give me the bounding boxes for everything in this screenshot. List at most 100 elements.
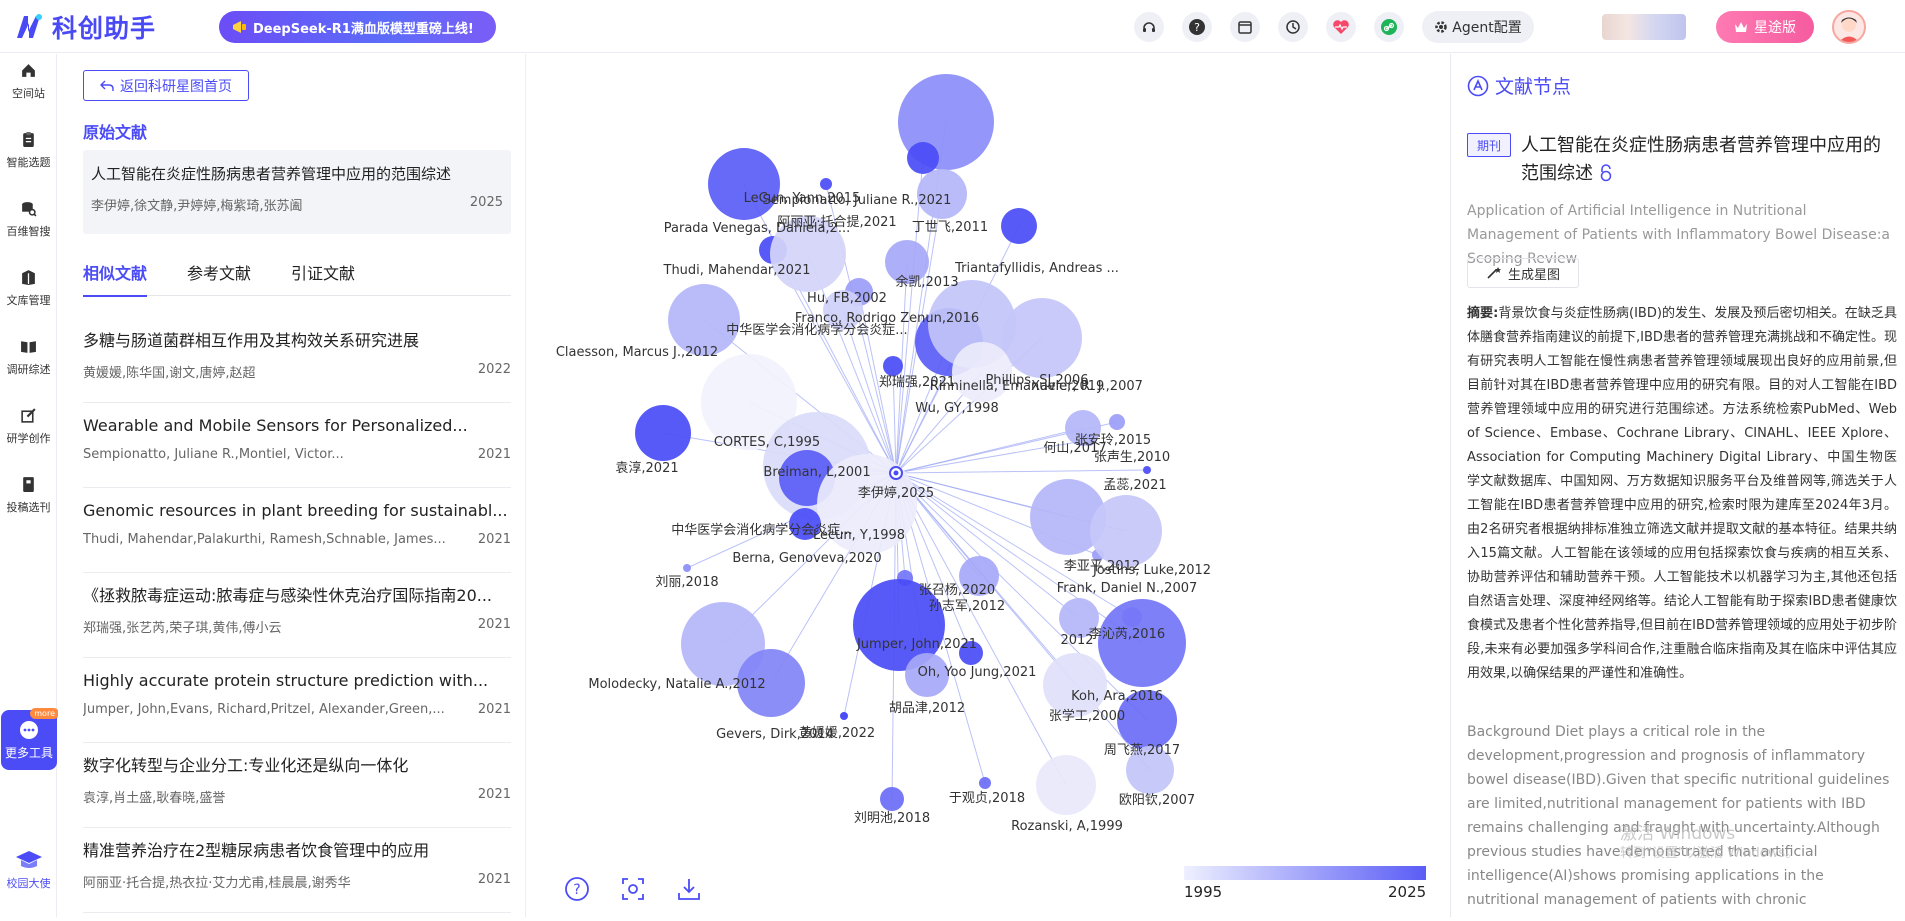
graph-node[interactable] [959,556,999,596]
list-item[interactable]: Wearable and Mobile Sensors for Personal… [83,403,511,488]
library-icon [22,270,35,285]
item-year: 2021 [477,702,511,717]
tab-citations[interactable]: 引证文献 [291,264,356,283]
nav-item-smart-topic[interactable]: 智能选题 [0,131,57,201]
graph-node[interactable] [823,290,863,330]
graph-node[interactable] [701,354,797,450]
graph-node[interactable] [1098,599,1186,687]
more-tools-button[interactable]: more 更多工具 [1,708,59,770]
graph-node[interactable] [668,284,740,356]
logo-mark-icon [17,14,42,38]
heart-pulse-icon[interactable] [1326,12,1356,42]
nav-item-writing[interactable]: 研学创作 [0,407,57,477]
graph-node[interactable] [1059,598,1099,638]
tab-references[interactable]: 参考文献 [187,264,252,283]
tab-similar[interactable]: 相似文献 [83,260,148,297]
app-logo[interactable]: 科创助手 [14,9,156,45]
side-nav: 空间站 智能选题 百维智搜 文库管理 调研综述 研学创作 投稿选刊 more 更… [0,54,59,917]
graph-node[interactable] [880,787,904,811]
graph-node[interactable] [683,564,691,572]
graph-node-label: Claesson, Marcus J.,2012 [556,345,718,360]
crown-icon [1735,22,1747,32]
headset-icon[interactable] [1134,12,1164,42]
graph-node-label: 李亚平,2012 [1064,559,1140,574]
nav-label: 调研综述 [6,363,51,376]
graph-node[interactable] [1143,466,1151,474]
graph-center-label: 李伊婷,2025 [858,485,934,501]
graph-node[interactable] [770,216,846,292]
graph-edge [892,365,897,474]
list-item[interactable]: 多糖与肠道菌群相互作用及其构效关系研究进展 黄媛媛,陈华国,谢文,唐婷,赵超 20… [83,318,511,403]
graph-edge [895,472,1143,644]
graph-node-label: 孟蕊,2021 [1103,478,1166,493]
graph-node[interactable] [1109,414,1125,430]
graph-node[interactable] [959,641,983,665]
graph-node[interactable] [853,579,945,671]
nav-item-survey[interactable]: 调研综述 [0,338,57,408]
graph-node[interactable] [1036,755,1096,815]
graph-node[interactable] [1002,298,1082,378]
node-panel-title: 文献节点 [1495,76,1572,98]
link-icon[interactable] [1374,12,1404,42]
graph-node[interactable] [817,454,917,554]
graph-node-label: Jostins, Luke,2012 [1092,563,1211,578]
graph-node-label: 张召杨,2020 [919,583,995,598]
graph-node[interactable] [952,342,1012,402]
generate-star-map-button[interactable]: 生成星图 [1467,258,1579,288]
help-icon[interactable]: ? [1182,12,1212,42]
graph-node[interactable] [737,649,805,717]
graph-node[interactable] [635,405,691,461]
nav-item-submit[interactable]: 投稿选刊 [0,476,57,546]
list-item[interactable]: Highly accurate protein structure predic… [83,658,511,743]
graph-node-label: 胡品津,2012 [889,701,965,716]
graph-edge [895,439,1090,474]
vip-button[interactable]: 星途版 [1716,11,1814,43]
graph-node[interactable] [1126,746,1174,794]
fit-view-icon[interactable] [620,876,646,902]
graph-node-label: 余凯,2013 [895,274,958,290]
original-paper-card[interactable]: 人工智能在炎症性肠病患者营养管理中应用的范围综述 李伊婷,徐文静,尹婷婷,梅紫琦… [83,150,511,234]
graph-node[interactable] [1001,208,1037,244]
graph-node[interactable] [820,178,832,190]
campus-label: 校园大使 [6,877,51,890]
calendar-icon[interactable] [1230,12,1260,42]
graph-node-label: 于观贞,2018 [949,791,1025,806]
item-title: 多糖与肠道菌群相互作用及其构效关系研究进展 [83,331,420,350]
graph-node-label: 何山,2017 [1043,440,1106,456]
graph-node[interactable] [840,712,848,720]
nav-item-library[interactable]: 文库管理 [0,269,57,339]
list-item[interactable]: 精准营养治疗在2型糖尿病患者饮食管理中的应用 阿丽亚·托合提,热衣拉·艾力尤甫,… [83,828,511,913]
graph-node[interactable] [905,653,949,697]
promo-banner[interactable]: DeepSeek-R1满血版模型重磅上线! [219,11,496,43]
campus-ambassador-link[interactable]: 校园大使 [0,848,57,891]
graph-node[interactable] [907,142,939,174]
citation-graph[interactable]: LeCun, Yann,2015 Sempionatto, Juliane R.,… [527,54,1449,917]
graph-node[interactable] [1117,690,1177,750]
graph-node[interactable] [1043,653,1107,717]
nav-label: 文库管理 [6,294,51,307]
node-title[interactable]: 人工智能在炎症性肠病患者营养管理中应用的范围综述 [1521,132,1896,188]
graph-node[interactable] [1090,495,1162,567]
graph-node[interactable] [1030,479,1106,555]
graph-node[interactable] [883,356,903,376]
back-home-button[interactable]: 返回科研星图首页 [83,70,249,101]
help-circle-icon[interactable]: ? [564,876,590,902]
list-item[interactable]: Genomic resources in plant breeding for … [83,488,511,573]
list-item[interactable]: 《拯救脓毒症运动:脓毒症与感染性休克治疗国际指南20... 郑瑞强,张艺芮,荣子… [83,573,511,658]
graph-node[interactable] [789,508,821,540]
journal-icon [23,477,34,492]
user-avatar[interactable] [1832,10,1866,44]
nav-item-search[interactable]: 百维智搜 [0,200,57,270]
nav-item-space-station[interactable]: 空间站 [0,62,57,132]
graph-node-label: Koh, Ara,2016 [1071,689,1163,704]
list-item[interactable]: 数字化转型与企业分工:专业化还是纵向一体化 袁淳,肖土盛,耿春晓,盛誉 2021 [83,743,511,828]
download-icon[interactable] [676,876,702,902]
graph-node[interactable] [708,148,780,220]
agent-config-button[interactable]: Agent配置 [1422,11,1534,43]
graph-node[interactable] [1065,410,1101,446]
graph-node[interactable] [979,777,991,789]
history-icon[interactable] [1278,12,1308,42]
graph-node[interactable] [885,240,929,284]
graph-node[interactable] [917,169,967,219]
